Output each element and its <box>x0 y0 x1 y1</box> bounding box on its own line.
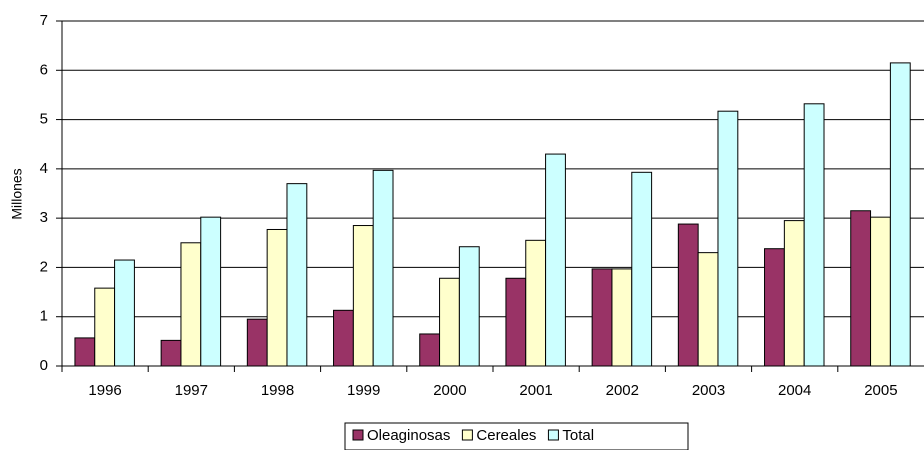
legend-label: Oleaginosas <box>367 427 450 444</box>
y-tick-label: 5 <box>40 111 48 128</box>
bar <box>200 216 222 367</box>
bar <box>525 239 547 367</box>
bar <box>94 287 116 367</box>
y-tick-label: 7 <box>40 12 48 29</box>
x-tick-label: 2002 <box>606 382 639 399</box>
bar <box>697 252 719 367</box>
legend-swatch <box>547 429 559 441</box>
bar <box>286 183 308 367</box>
x-tick-label: 2004 <box>778 382 811 399</box>
y-tick-label: 0 <box>40 357 48 374</box>
bar <box>246 318 268 367</box>
bar <box>372 169 394 367</box>
legend-swatch <box>352 429 364 441</box>
y-tick-label: 4 <box>40 160 48 177</box>
x-tick-label: 1999 <box>347 382 380 399</box>
bar <box>439 277 460 367</box>
legend-box <box>344 422 689 451</box>
bar <box>783 220 805 367</box>
x-tick-label: 1998 <box>261 382 294 399</box>
bar <box>352 225 374 367</box>
y-tick-label: 3 <box>40 209 48 226</box>
bar <box>677 223 699 367</box>
y-tick-label: 1 <box>40 308 48 325</box>
bar <box>764 248 785 367</box>
x-tick-label: 1996 <box>88 382 121 399</box>
bar <box>889 62 911 367</box>
x-tick-label: 2003 <box>692 382 725 399</box>
legend-swatch <box>461 429 473 441</box>
bar <box>611 268 633 367</box>
bar <box>545 153 566 367</box>
bar <box>631 171 653 367</box>
bar <box>160 339 182 367</box>
bar <box>266 228 288 367</box>
bar <box>419 333 441 367</box>
bar <box>114 259 135 367</box>
y-tick-label: 2 <box>40 258 48 275</box>
y-axis-label: Millones <box>9 168 25 219</box>
bar <box>850 210 872 367</box>
bar <box>180 242 202 367</box>
x-tick-label: 2001 <box>519 382 552 399</box>
bar <box>870 216 891 367</box>
bar <box>591 268 613 367</box>
x-tick-label: 1997 <box>175 382 208 399</box>
y-tick-label: 6 <box>40 61 48 78</box>
bar <box>717 110 739 367</box>
bar <box>333 309 354 367</box>
bar <box>74 337 96 367</box>
bar <box>458 246 480 367</box>
bar <box>803 103 825 367</box>
x-tick-label: 2000 <box>433 382 466 399</box>
legend-label: Cereales <box>476 427 536 444</box>
x-tick-label: 2005 <box>864 382 897 399</box>
legend-label: Total <box>562 427 594 444</box>
bar <box>505 277 527 367</box>
